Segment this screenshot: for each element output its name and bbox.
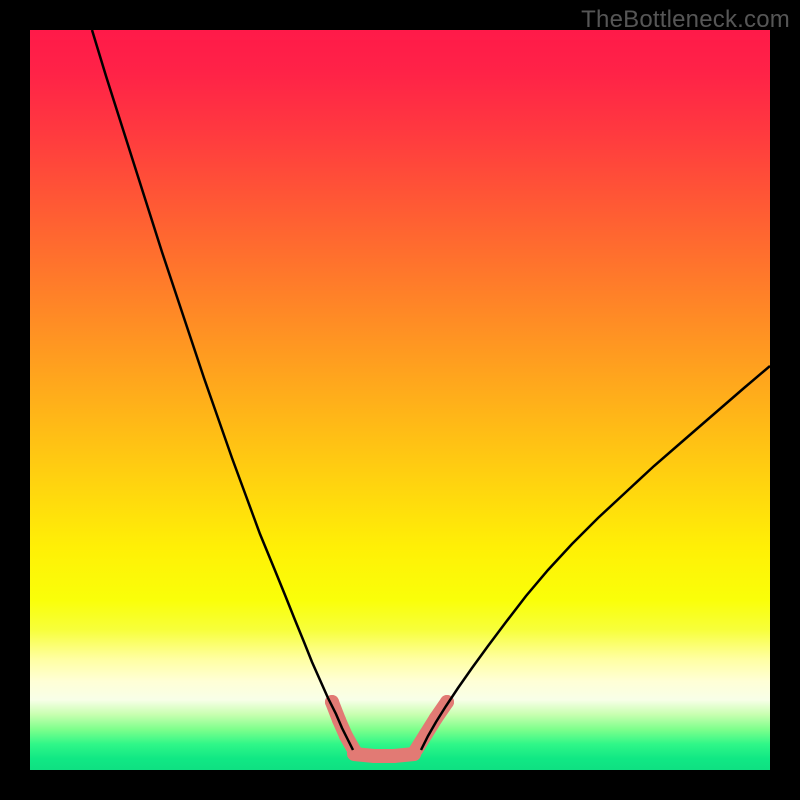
salmon-optimum-marker (325, 695, 454, 763)
chart-container: TheBottleneck.com (0, 0, 800, 800)
right-curve (421, 366, 770, 750)
left-curve (92, 30, 353, 750)
curves-layer (30, 30, 770, 770)
plot-area (30, 30, 770, 770)
